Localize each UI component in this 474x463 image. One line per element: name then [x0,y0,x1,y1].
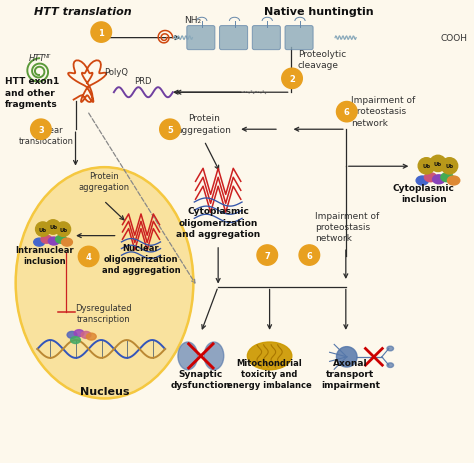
Text: Ub: Ub [446,164,454,169]
Circle shape [56,222,71,237]
Ellipse shape [416,177,428,186]
Circle shape [337,347,357,367]
Text: Cytoplasmic
inclusion: Cytoplasmic inclusion [393,183,455,204]
Ellipse shape [81,332,91,338]
FancyBboxPatch shape [285,26,313,50]
FancyBboxPatch shape [187,26,215,50]
Text: Ub: Ub [434,162,442,167]
Text: Nuclear
oligomerization
and aggregation: Nuclear oligomerization and aggregation [102,243,180,274]
Text: NT: NT [43,54,51,58]
Text: Axonal
transport
impairment: Axonal transport impairment [321,358,380,389]
Text: PolyQ: PolyQ [104,68,128,76]
Ellipse shape [247,342,292,370]
Text: 7: 7 [264,251,270,260]
Text: NH₂: NH₂ [184,16,201,25]
Text: HTT: HTT [29,54,45,63]
Circle shape [418,158,435,175]
Text: 2: 2 [289,75,295,84]
Ellipse shape [34,238,45,247]
Ellipse shape [74,330,84,337]
Text: Mitochondrial
toxicity and
energy imbalance: Mitochondrial toxicity and energy imbala… [227,358,312,389]
Circle shape [282,69,302,89]
Text: Impairment of
proteostasis
network: Impairment of proteostasis network [315,212,379,243]
Text: Ub: Ub [39,227,47,232]
Circle shape [430,156,446,172]
Text: Synaptic
dysfunction: Synaptic dysfunction [171,369,231,389]
Circle shape [31,120,51,140]
Circle shape [160,120,180,140]
Circle shape [36,222,50,237]
Ellipse shape [447,177,460,186]
Text: Impairment of
proteostasis
network: Impairment of proteostasis network [351,96,416,127]
Text: 6: 6 [344,108,350,117]
Text: Protein
aggregation: Protein aggregation [78,172,129,192]
Ellipse shape [387,346,393,351]
Ellipse shape [16,168,193,399]
Ellipse shape [424,173,437,182]
Text: Ub: Ub [49,225,57,230]
Text: PRD: PRD [135,77,152,86]
FancyBboxPatch shape [219,26,247,50]
Text: 5: 5 [167,125,173,134]
Ellipse shape [41,236,52,244]
Circle shape [441,158,458,175]
Ellipse shape [86,333,96,340]
Text: Native huntingtin: Native huntingtin [264,6,374,17]
Ellipse shape [433,175,445,184]
Text: Cytoplasmic
oligomerization
and aggregation: Cytoplasmic oligomerization and aggregat… [176,207,260,238]
Text: HTT exon1
and other
fragments: HTT exon1 and other fragments [5,77,60,109]
Ellipse shape [67,332,77,338]
Text: HTT translation: HTT translation [34,6,131,17]
Ellipse shape [387,363,393,368]
Text: 3: 3 [38,125,44,134]
Circle shape [78,247,99,267]
Text: Protein
aggregation: Protein aggregation [177,114,232,134]
Text: Nuclear
translocation: Nuclear translocation [19,126,74,146]
Ellipse shape [441,173,453,182]
Circle shape [91,23,111,43]
Text: COOH: COOH [440,34,467,43]
Ellipse shape [204,342,224,370]
Circle shape [257,245,278,266]
Text: Ub: Ub [422,164,430,169]
Circle shape [46,220,60,235]
Ellipse shape [62,238,73,247]
Text: 6: 6 [306,251,312,260]
Text: 1: 1 [98,29,104,38]
Ellipse shape [48,238,59,245]
Text: Nucleus: Nucleus [80,386,129,396]
Text: Dysregulated
transcription: Dysregulated transcription [75,303,132,323]
Circle shape [299,245,319,266]
Circle shape [337,102,357,123]
Text: Ub: Ub [59,227,67,232]
Ellipse shape [71,337,81,344]
Text: Intranuclear
inclusion: Intranuclear inclusion [15,246,74,266]
Text: Proteolytic
cleavage: Proteolytic cleavage [298,50,346,69]
Text: 4: 4 [86,252,91,262]
Ellipse shape [55,236,66,244]
FancyBboxPatch shape [252,26,280,50]
Ellipse shape [178,342,198,370]
